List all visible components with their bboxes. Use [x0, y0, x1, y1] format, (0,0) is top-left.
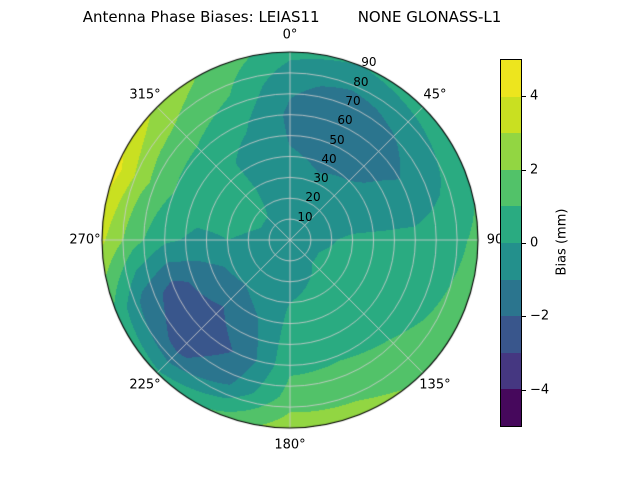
angular-tick-label-90: 90 — [486, 232, 504, 248]
colorbar-band-6 — [501, 169, 521, 207]
colorbar-band-9 — [501, 60, 521, 97]
colorbar-band-1 — [501, 352, 521, 390]
colorbar-tick-mark — [522, 389, 526, 391]
radial-tick-label-20: 20 — [305, 190, 321, 205]
angular-tick-label-135deg: 135° — [419, 377, 451, 393]
angular-tick-label-0deg: 0° — [282, 27, 298, 43]
colorbar-band-3 — [501, 279, 521, 317]
colorbar-band-0 — [501, 389, 521, 426]
colorbar-tick-label-2: 2 — [530, 162, 539, 178]
angular-tick-label-270deg: 270° — [69, 232, 101, 248]
colorbar-band-8 — [501, 96, 521, 134]
colorbar-band-2 — [501, 316, 521, 353]
angular-tick-label-180deg: 180° — [274, 437, 306, 453]
colorbar-band-5 — [501, 206, 521, 243]
radial-tick-label-80: 80 — [353, 74, 369, 89]
radial-tick-label-40: 40 — [321, 151, 337, 166]
colorbar-tick-label--4: −4 — [530, 382, 550, 398]
angular-tick-label-225deg: 225° — [129, 377, 161, 393]
radial-tick-label-10: 10 — [297, 209, 313, 224]
radial-tick-label-30: 30 — [313, 171, 329, 186]
colorbar — [500, 59, 522, 427]
colorbar-tick-label-0: 0 — [530, 235, 539, 251]
colorbar-tick-label--2: −2 — [530, 308, 550, 324]
colorbar-label: Bias (mm) — [554, 208, 570, 276]
radial-tick-label-60: 60 — [337, 113, 353, 128]
colorbar-band-7 — [501, 133, 521, 170]
angular-tick-label-315deg: 315° — [129, 87, 161, 103]
colorbar-tick-mark — [522, 243, 526, 244]
radial-tick-label-70: 70 — [345, 93, 361, 108]
colorbar-tick-mark — [522, 316, 526, 318]
colorbar-band-4 — [501, 242, 521, 280]
angular-tick-label-45deg: 45° — [423, 87, 447, 103]
colorbar-tick-mark — [522, 96, 526, 98]
colorbar-tick-mark — [522, 169, 526, 171]
radial-tick-label-90: 90 — [361, 55, 377, 70]
colorbar-tick-label-4: 4 — [530, 88, 539, 104]
radial-tick-label-50: 50 — [329, 132, 345, 147]
